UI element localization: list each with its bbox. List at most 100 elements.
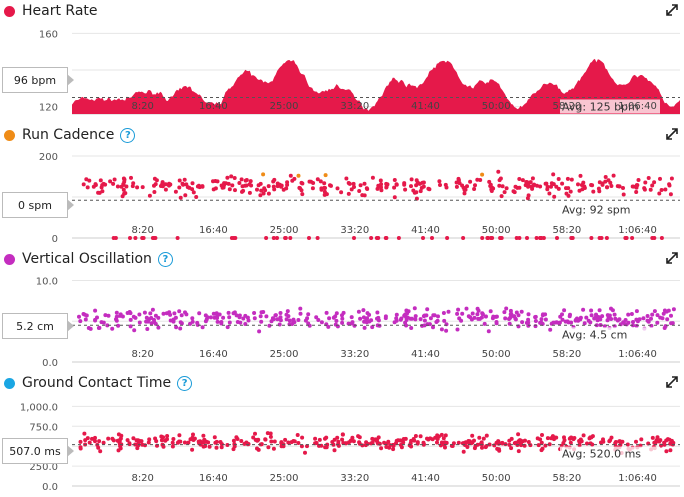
x-tick-label: 58:20 xyxy=(552,349,581,360)
data-point xyxy=(174,325,179,330)
data-point xyxy=(322,181,327,186)
data-point xyxy=(237,181,242,185)
data-point xyxy=(175,236,180,240)
data-point xyxy=(240,184,245,189)
run-cadence-chart[interactable]: 2001000Avg: 92 spm8:2016:4025:0033:2041:… xyxy=(0,124,684,248)
vertical-oscillation-title: Vertical Oscillation xyxy=(22,251,152,267)
data-point xyxy=(428,316,433,321)
data-point xyxy=(414,178,419,183)
data-point xyxy=(239,177,244,182)
data-point xyxy=(234,313,239,318)
data-point xyxy=(161,311,166,316)
help-icon[interactable]: ? xyxy=(177,375,193,391)
data-point xyxy=(237,313,242,318)
data-point xyxy=(331,442,336,447)
data-point xyxy=(334,311,339,316)
heart-rate-header: Heart Rate xyxy=(4,0,98,22)
data-point xyxy=(101,320,106,325)
heart-rate-chart[interactable]: 160140120Avg: 125 bpm8:2016:4025:0033:20… xyxy=(0,0,684,120)
data-point xyxy=(446,309,451,314)
expand-icon[interactable] xyxy=(666,376,678,388)
data-point xyxy=(232,310,237,315)
data-point xyxy=(271,446,276,451)
data-point xyxy=(621,192,626,197)
data-point xyxy=(483,314,488,319)
data-point xyxy=(545,187,550,192)
data-point xyxy=(569,320,574,325)
data-point xyxy=(156,325,161,330)
expand-icon[interactable] xyxy=(666,128,678,140)
data-point xyxy=(543,312,548,317)
help-icon[interactable]: ? xyxy=(120,127,136,143)
data-point xyxy=(341,441,346,445)
data-point xyxy=(346,321,351,326)
data-point xyxy=(444,185,449,190)
data-point xyxy=(445,236,450,240)
data-point xyxy=(142,310,147,315)
data-point xyxy=(356,434,361,439)
data-point xyxy=(290,178,295,183)
x-tick-label: 25:00 xyxy=(270,225,299,236)
data-point xyxy=(581,180,586,185)
data-point xyxy=(163,438,168,443)
data-point xyxy=(78,439,83,444)
data-point xyxy=(621,186,625,190)
data-point xyxy=(149,316,154,320)
average-label: Avg: 125 bpm xyxy=(562,101,639,114)
data-point xyxy=(135,446,140,451)
data-point xyxy=(531,183,536,188)
data-point xyxy=(333,322,338,327)
data-point xyxy=(503,316,508,321)
data-point xyxy=(594,312,598,317)
data-point xyxy=(159,438,164,443)
data-point xyxy=(530,176,535,181)
data-point xyxy=(486,329,491,334)
data-point xyxy=(484,433,489,438)
data-point xyxy=(257,329,262,334)
data-point xyxy=(589,236,594,240)
data-point xyxy=(514,236,519,240)
data-point xyxy=(179,313,184,318)
data-point xyxy=(105,323,110,328)
x-tick-label: 41:40 xyxy=(411,225,440,236)
data-point xyxy=(553,435,558,440)
data-point xyxy=(646,176,651,180)
data-point xyxy=(131,436,136,441)
data-point xyxy=(303,450,307,455)
vertical-oscillation-current-value: 5.2 cm xyxy=(2,313,74,339)
data-point xyxy=(255,446,259,451)
data-point xyxy=(133,442,138,447)
data-point xyxy=(106,436,111,441)
data-point xyxy=(362,325,367,330)
data-point xyxy=(481,436,486,441)
data-point xyxy=(132,328,137,333)
data-point xyxy=(526,440,531,444)
data-point xyxy=(214,445,219,450)
data-point xyxy=(523,438,527,443)
data-point xyxy=(536,443,541,448)
data-point xyxy=(131,314,136,319)
expand-icon[interactable] xyxy=(666,4,678,16)
data-point xyxy=(186,440,191,445)
x-tick-label: 33:20 xyxy=(340,349,369,360)
data-point xyxy=(630,236,635,240)
data-point xyxy=(379,188,384,193)
data-point xyxy=(475,312,480,317)
data-point xyxy=(578,315,583,320)
data-point xyxy=(264,236,269,240)
data-point xyxy=(78,319,83,324)
data-point xyxy=(421,236,425,240)
data-point xyxy=(634,323,639,328)
data-point xyxy=(443,445,447,450)
data-point xyxy=(324,310,329,315)
data-point xyxy=(595,318,600,323)
help-icon[interactable]: ? xyxy=(157,251,173,267)
average-label: Avg: 4.5 cm xyxy=(562,328,627,341)
data-point xyxy=(524,180,529,184)
data-point xyxy=(663,324,668,329)
expand-icon[interactable] xyxy=(666,252,678,264)
data-point xyxy=(576,182,580,187)
